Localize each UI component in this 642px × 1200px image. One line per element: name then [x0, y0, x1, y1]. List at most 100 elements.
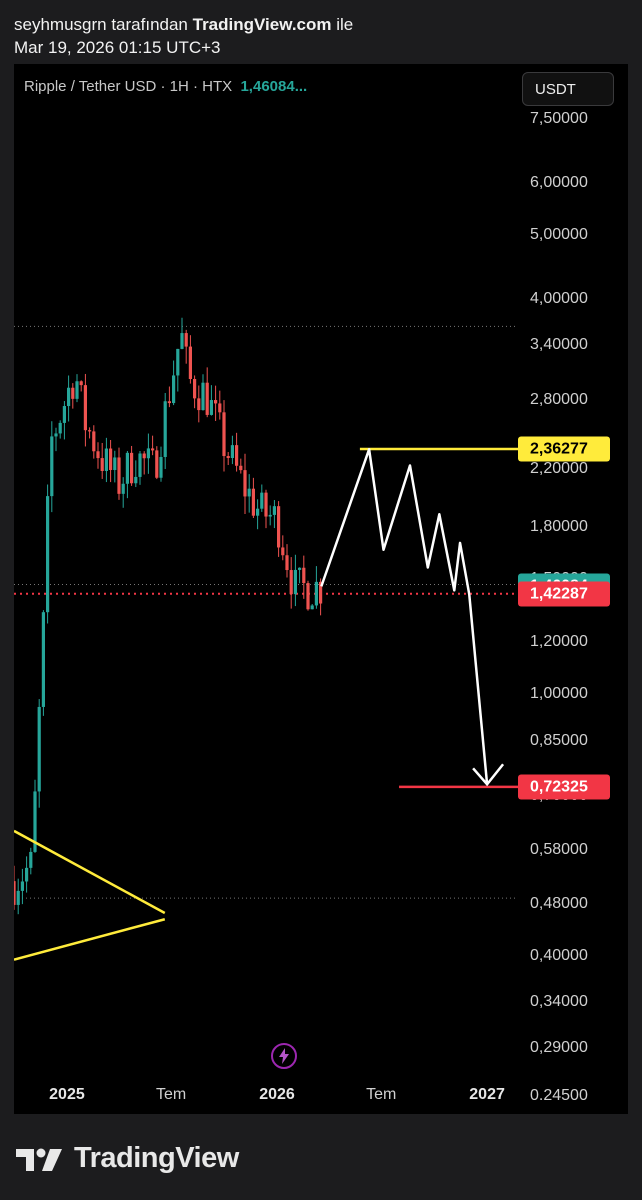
symbol-text: Ripple / Tether USD · 1H · HTX [24, 78, 233, 95]
time-tick: 2025 [49, 1086, 85, 1103]
candle-body [201, 382, 205, 411]
candle-body [205, 382, 209, 415]
candle-body [130, 452, 134, 484]
price-tick: 3,40000 [530, 336, 588, 354]
candle-body [264, 492, 268, 517]
candle-body [251, 488, 255, 516]
candle-body [109, 448, 113, 471]
candle-body [58, 422, 62, 434]
candle-body [176, 348, 180, 376]
candle-body [298, 567, 302, 570]
price-tick: 0,58000 [530, 840, 588, 858]
symbol-legend: Ripple / Tether USD · 1H · HTX 1,46084..… [24, 78, 307, 95]
candle-body [222, 412, 226, 457]
candle-body [319, 581, 323, 604]
footer: TradingView [16, 1142, 239, 1175]
candle-body [62, 406, 66, 423]
price-tick: 2,80000 [530, 391, 588, 409]
price-tick: 1,00000 [530, 685, 588, 703]
candle-body [46, 496, 50, 613]
candle-body [268, 514, 272, 517]
candle-body [293, 569, 297, 595]
legend-price: 1,46084... [240, 78, 308, 95]
candle-body [314, 581, 318, 606]
lightning-icon[interactable] [270, 1042, 298, 1070]
time-tick: Tem [155, 1086, 187, 1103]
candle-body [285, 555, 289, 571]
candle-body [197, 398, 201, 411]
candle-body [113, 457, 117, 471]
candle-body [256, 508, 260, 516]
triangle-lower [14, 918, 166, 961]
candle-body [209, 400, 213, 415]
candle-body [142, 453, 146, 459]
author-name: seyhmusgrn [14, 15, 107, 34]
candle-body [218, 403, 222, 413]
candle-body [83, 385, 87, 431]
time-tick: 2026 [259, 1086, 295, 1103]
candle-body [41, 612, 45, 707]
candle-body [104, 448, 108, 471]
price-tick: 0,29000 [530, 1038, 588, 1056]
price-tick: 0.24500 [530, 1086, 588, 1104]
price-tick: 0,40000 [530, 947, 588, 965]
candle-body [277, 506, 281, 548]
brand-name: TradingView [74, 1142, 239, 1174]
candle-body [125, 452, 129, 484]
candle-body [138, 453, 142, 477]
price-tick: 2,20000 [530, 460, 588, 478]
candle-body [20, 881, 24, 891]
price-tag: 1,42287 [518, 581, 610, 607]
candle-body [37, 706, 41, 792]
candle-body [96, 451, 100, 459]
chart-header: seyhmusgrn tarafından TradingView.com il… [14, 14, 353, 60]
price-tick: 6,00000 [530, 173, 588, 191]
candle-body [226, 456, 230, 458]
price-tick: 1,80000 [530, 517, 588, 535]
price-tag: 0,72325 [518, 774, 610, 800]
tradingview-logo-icon [16, 1148, 62, 1171]
time-tick: 2027 [469, 1086, 505, 1103]
candle-body [172, 375, 176, 404]
candle-body [302, 567, 306, 584]
candle-body [239, 465, 243, 471]
candle-body [247, 488, 251, 497]
candle-body [92, 431, 96, 452]
candle-body [163, 401, 167, 457]
price-tick: 0,85000 [530, 731, 588, 749]
candle-body [67, 387, 71, 407]
header-mid-text: tarafından [106, 15, 193, 34]
timestamp: Mar 19, 2026 01:15 UTC+3 [14, 38, 221, 57]
site-name[interactable]: TradingView.com [192, 15, 332, 34]
triangle-upper [14, 829, 166, 915]
price-tick: 5,00000 [530, 225, 588, 243]
chart-area[interactable]: Ripple / Tether USD · 1H · HTX 1,46084..… [14, 64, 518, 1114]
candle-body [146, 448, 150, 459]
projection-path [320, 448, 489, 785]
price-plot[interactable] [14, 64, 518, 1114]
candle-body [193, 379, 197, 399]
price-axis[interactable]: USDT 7,50000 6,00000 5,00000 4,00000 3,40000… [518, 64, 628, 1114]
projection-arrowhead [472, 763, 505, 787]
candle-body [75, 381, 79, 399]
candle-body [184, 333, 188, 347]
candle-body [281, 547, 285, 556]
time-tick: Tem [366, 1086, 397, 1103]
price-tick: 1,20000 [530, 633, 588, 651]
price-tag: 2,36277 [518, 436, 610, 462]
price-tick: 0,48000 [530, 894, 588, 912]
candle-body [260, 492, 264, 509]
candle-body [79, 381, 83, 386]
candle-body [167, 401, 171, 404]
candle-body [188, 346, 192, 380]
header-suffix: ile [331, 15, 354, 34]
candle-body [306, 583, 310, 610]
candle-body [54, 433, 58, 437]
candle-body [16, 890, 20, 905]
candle-body [71, 387, 75, 399]
candle-body [121, 483, 125, 494]
candle-body [155, 450, 159, 478]
currency-button[interactable]: USDT [522, 72, 614, 106]
candle-body [50, 436, 54, 497]
candle-body [100, 458, 104, 471]
